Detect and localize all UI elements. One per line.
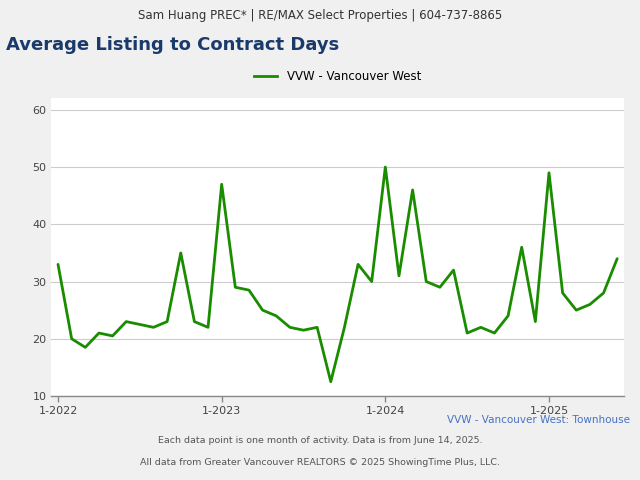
Legend: VVW - Vancouver West: VVW - Vancouver West — [249, 66, 426, 88]
Text: Sam Huang PREC* | RE/MAX Select Properties | 604-737-8865: Sam Huang PREC* | RE/MAX Select Properti… — [138, 9, 502, 22]
Text: VVW - Vancouver West: Townhouse: VVW - Vancouver West: Townhouse — [447, 415, 630, 425]
Text: Average Listing to Contract Days: Average Listing to Contract Days — [6, 36, 340, 54]
Text: Each data point is one month of activity. Data is from June 14, 2025.: Each data point is one month of activity… — [157, 436, 483, 445]
Text: All data from Greater Vancouver REALTORS © 2025 ShowingTime Plus, LLC.: All data from Greater Vancouver REALTORS… — [140, 457, 500, 467]
